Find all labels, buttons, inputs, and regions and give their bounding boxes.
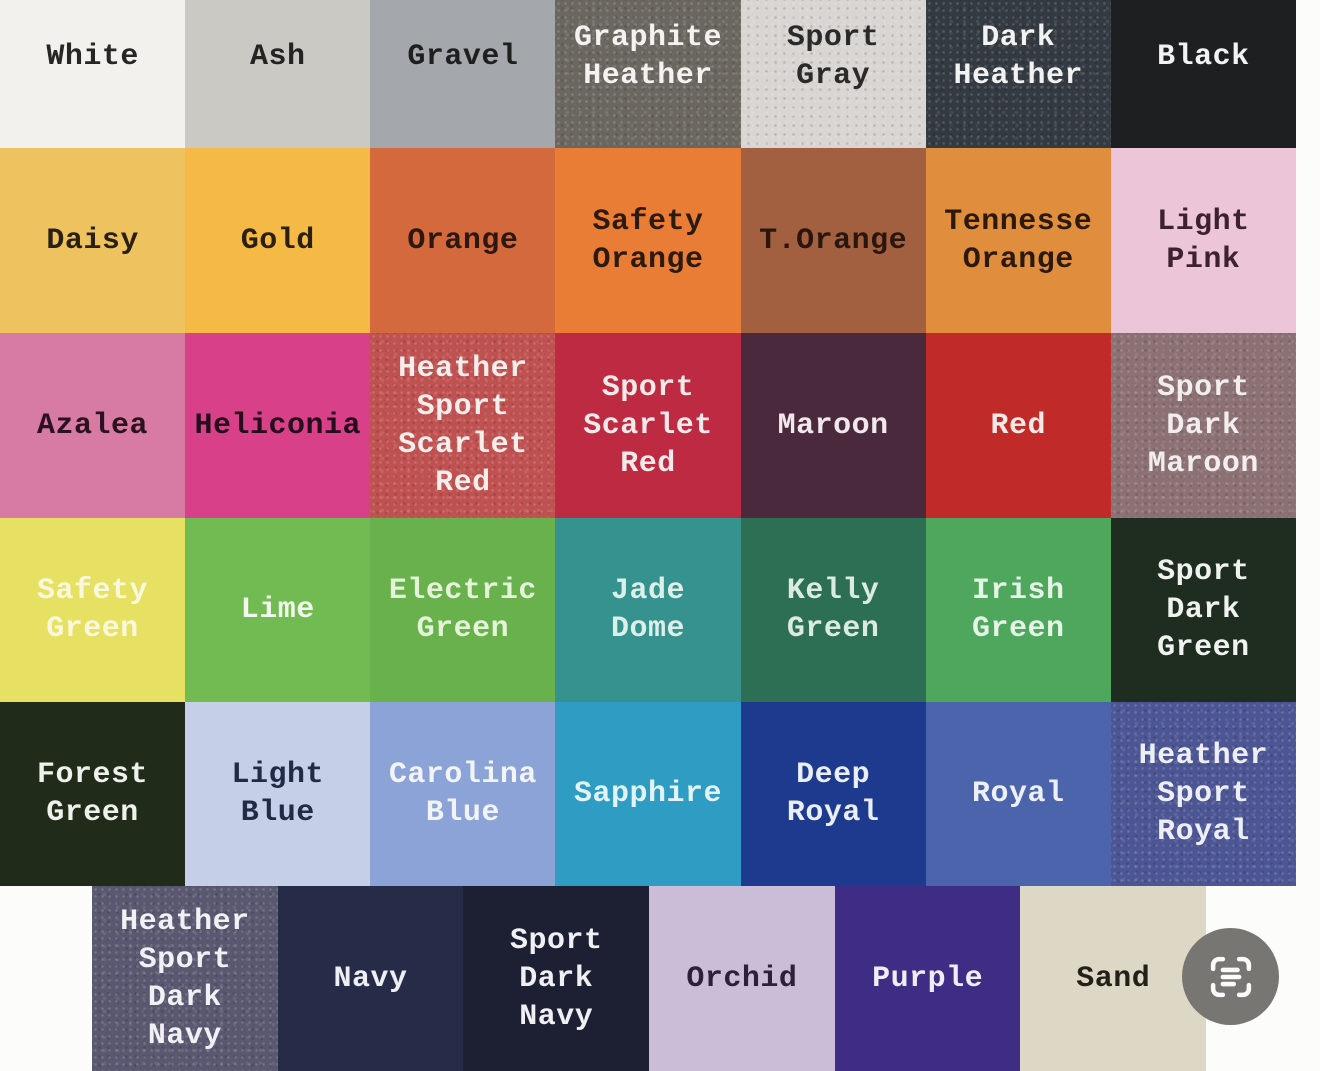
- color-swatch-gravel: Gravel: [370, 0, 556, 148]
- color-swatch-t-orange: T.Orange: [740, 148, 926, 333]
- color-swatch-label: Sapphire: [573, 777, 722, 811]
- color-swatch-heather-sport-royal: Heather Sport Royal: [1110, 702, 1296, 886]
- color-swatch-graphite-heather: Graphite Heather: [555, 0, 741, 148]
- color-swatch-heather-sport-dark-navy: Heather Sport Dark Navy: [92, 886, 278, 1071]
- color-swatch-purple: Purple: [834, 886, 1021, 1071]
- color-swatch-label: Sport Dark Green: [1157, 555, 1250, 665]
- color-swatch-orchid: Orchid: [649, 886, 835, 1071]
- color-swatch-label: Dark Heather: [953, 21, 1084, 93]
- color-swatch-sport-scarlet-red: Sport Scarlet Red: [555, 333, 741, 518]
- color-swatch-electric-green: Electric Green: [370, 518, 556, 702]
- color-swatch-label: Forest Green: [37, 758, 149, 830]
- color-swatch-red: Red: [925, 333, 1111, 518]
- color-swatch-forest-green: Forest Green: [0, 702, 186, 886]
- color-swatch-label: Kelly Green: [786, 574, 880, 646]
- color-swatch-carolina-blue: Carolina Blue: [370, 702, 556, 886]
- color-swatch-safety-green: Safety Green: [0, 518, 186, 702]
- color-swatch-label: Black: [1157, 40, 1250, 74]
- color-swatch-label: Electric Green: [388, 574, 537, 646]
- color-swatch-label: Navy: [333, 961, 408, 996]
- color-swatch-maroon: Maroon: [740, 333, 926, 518]
- color-swatch-sport-dark-green: Sport Dark Green: [1110, 518, 1296, 702]
- color-swatch-heather-sport-scarlet-red: Heather Sport Scarlet Red: [370, 333, 556, 518]
- color-swatch-label: Irish Green: [972, 574, 1065, 646]
- color-swatch-safety-orange: Safety Orange: [555, 148, 741, 333]
- swatch-grid: White Ash Gravel Graphite Heather Sport Gray…: [0, 0, 1296, 886]
- color-swatch-label: Gold: [240, 223, 315, 258]
- color-swatch-label: Heather Sport Dark Navy: [120, 904, 250, 1053]
- color-swatch-label: Ash: [249, 40, 306, 74]
- color-swatch-label: Light Pink: [1157, 204, 1250, 277]
- color-swatch-label: Jade Dome: [610, 574, 685, 646]
- scan-text-button[interactable]: [1182, 928, 1279, 1025]
- color-swatch-label: Safety Green: [37, 574, 149, 646]
- swatch-row-bottom: Heather Sport Dark Navy Navy Sport Dark Na…: [92, 886, 1207, 1071]
- color-swatch-label: Safety Orange: [592, 204, 704, 277]
- color-swatch-label: Azalea: [37, 408, 149, 443]
- color-swatch-sport-gray: Sport Gray: [740, 0, 926, 148]
- color-swatch-label: Gravel: [407, 40, 519, 74]
- color-swatch-daisy: Daisy: [0, 148, 186, 333]
- color-swatch-navy: Navy: [277, 886, 464, 1071]
- color-swatch-label: Royal: [972, 777, 1065, 811]
- color-swatch-label: Maroon: [777, 408, 889, 443]
- color-swatch-irish-green: Irish Green: [925, 518, 1111, 702]
- color-swatch-dark-heather: Dark Heather: [925, 0, 1111, 148]
- swatch-row-2: Daisy Gold Orange Safety Orange T.Orange Tenn…: [0, 148, 1296, 333]
- color-swatch-label: Purple: [872, 961, 984, 996]
- swatch-row-5: Forest Green Light Blue Carolina Blue Sapph…: [0, 702, 1296, 886]
- color-swatch-label: Light Blue: [231, 758, 324, 830]
- color-swatch-label: Heliconia: [194, 408, 361, 443]
- color-swatch-lime: Lime: [185, 518, 371, 702]
- color-swatch-label: Sport Gray: [786, 21, 880, 93]
- color-swatch-sport-dark-maroon: Sport Dark Maroon: [1110, 333, 1296, 518]
- swatch-row-1: White Ash Gravel Graphite Heather Sport Gray…: [0, 0, 1296, 148]
- color-swatch-sand: Sand: [1020, 886, 1207, 1071]
- color-swatch-ash: Ash: [185, 0, 371, 148]
- text-scan-icon: [1210, 956, 1251, 997]
- color-swatch-label: Graphite Heather: [573, 21, 722, 93]
- color-swatch-label: Heather Sport Royal: [1138, 739, 1269, 849]
- color-swatch-label: White: [46, 40, 139, 74]
- color-swatch-label: Sport Dark Maroon: [1147, 370, 1259, 481]
- color-swatch-tennesse-orange: Tennesse Orange: [925, 148, 1111, 333]
- color-swatch-label: Heather Sport Scarlet Red: [398, 351, 528, 500]
- color-swatch-label: Sport Scarlet Red: [583, 370, 713, 481]
- color-swatch-label: Lime: [240, 593, 315, 627]
- color-swatch-label: Deep Royal: [786, 758, 880, 830]
- color-swatch-label: Orchid: [686, 961, 798, 996]
- color-swatch-label: Red: [990, 408, 1047, 443]
- color-swatch-gold: Gold: [185, 148, 371, 333]
- color-swatch-label: Carolina Blue: [388, 758, 537, 830]
- color-swatch-sapphire: Sapphire: [555, 702, 741, 886]
- color-swatch-label: Tennesse Orange: [944, 204, 1093, 277]
- color-swatch-orange: Orange: [370, 148, 556, 333]
- color-swatch-deep-royal: Deep Royal: [740, 702, 926, 886]
- color-swatch-label: Sport Dark Navy: [509, 923, 603, 1034]
- color-swatch-label: Daisy: [46, 223, 139, 258]
- color-swatch-white: White: [0, 0, 186, 148]
- color-swatch-heliconia: Heliconia: [185, 333, 371, 518]
- color-swatch-label: T.Orange: [759, 223, 908, 258]
- swatch-row-3: Azalea Heliconia Heather Sport Scarlet Red…: [0, 333, 1296, 518]
- swatch-row-4: Safety Green Lime Electric Green Jade Dome K…: [0, 518, 1296, 702]
- color-swatch-label: Orange: [407, 223, 519, 258]
- color-swatch-kelly-green: Kelly Green: [740, 518, 926, 702]
- color-swatch-light-blue: Light Blue: [185, 702, 371, 886]
- color-swatch-label: Sand: [1076, 961, 1151, 996]
- color-swatch-royal: Royal: [925, 702, 1111, 886]
- color-swatch-jade-dome: Jade Dome: [555, 518, 741, 702]
- color-swatch-light-pink: Light Pink: [1110, 148, 1296, 333]
- color-swatch-sport-dark-navy: Sport Dark Navy: [463, 886, 650, 1071]
- color-swatch-azalea: Azalea: [0, 333, 186, 518]
- color-swatch-black: Black: [1110, 0, 1296, 148]
